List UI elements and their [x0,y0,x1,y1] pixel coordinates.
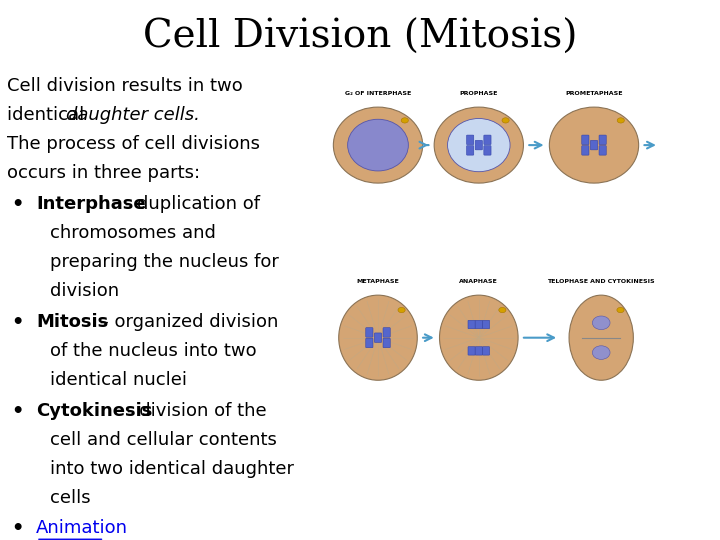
Text: preparing the nucleus for: preparing the nucleus for [50,253,279,271]
FancyBboxPatch shape [599,135,606,145]
FancyBboxPatch shape [475,140,482,150]
FancyBboxPatch shape [484,135,491,145]
Text: into two identical daughter: into two identical daughter [50,460,294,477]
Text: occurs in three parts:: occurs in three parts: [7,164,200,181]
FancyBboxPatch shape [383,338,390,348]
FancyBboxPatch shape [467,146,474,155]
Ellipse shape [338,295,418,380]
Text: PROMETAPHASE: PROMETAPHASE [565,91,623,96]
Text: Cytokinesis: Cytokinesis [36,402,153,420]
Text: chromosomes and: chromosomes and [50,224,216,242]
FancyBboxPatch shape [484,146,491,155]
Text: cell and cellular contents: cell and cellular contents [50,430,277,449]
Text: •: • [11,402,23,421]
Text: TELOPHASE AND CYTOKINESIS: TELOPHASE AND CYTOKINESIS [547,279,655,284]
Text: Interphase: Interphase [36,195,145,213]
FancyBboxPatch shape [482,347,490,355]
Text: •: • [11,195,23,214]
Ellipse shape [434,107,523,183]
Ellipse shape [439,295,518,380]
Text: Cell division results in two: Cell division results in two [7,77,243,94]
FancyBboxPatch shape [590,140,598,150]
FancyBboxPatch shape [475,347,482,355]
Text: G₂ OF INTERPHASE: G₂ OF INTERPHASE [345,91,411,96]
Ellipse shape [593,316,610,329]
Text: Animation: Animation [36,519,128,537]
FancyBboxPatch shape [582,146,589,155]
Ellipse shape [549,107,639,183]
Text: PROPHASE: PROPHASE [459,91,498,96]
Text: daughter cells.: daughter cells. [66,105,200,124]
FancyBboxPatch shape [582,135,589,145]
Text: – organized division: – organized division [94,313,279,331]
Ellipse shape [401,118,408,123]
Ellipse shape [593,346,610,360]
Ellipse shape [617,118,624,123]
Ellipse shape [448,118,510,172]
Text: - division of the: - division of the [127,402,266,420]
FancyBboxPatch shape [468,320,475,329]
Text: identical: identical [7,105,90,124]
FancyBboxPatch shape [366,328,373,337]
Text: identical nuclei: identical nuclei [50,371,187,389]
Text: The process of cell divisions: The process of cell divisions [7,134,260,153]
Text: ANAPHASE: ANAPHASE [459,279,498,284]
Text: •: • [11,519,23,538]
FancyBboxPatch shape [468,347,475,355]
Text: cells: cells [50,489,91,507]
Ellipse shape [569,295,634,380]
Text: METAPHASE: METAPHASE [356,279,400,284]
FancyBboxPatch shape [467,135,474,145]
Ellipse shape [398,307,405,313]
Ellipse shape [502,118,509,123]
FancyBboxPatch shape [599,146,606,155]
Text: •: • [11,313,23,332]
Text: division: division [50,282,120,300]
FancyBboxPatch shape [374,333,382,342]
FancyBboxPatch shape [482,320,490,329]
Ellipse shape [499,307,506,313]
Text: Mitosis: Mitosis [36,313,108,331]
Ellipse shape [348,119,408,171]
Text: Cell Division (Mitosis): Cell Division (Mitosis) [143,18,577,56]
FancyBboxPatch shape [383,328,390,337]
Text: - duplication of: - duplication of [119,195,260,213]
Ellipse shape [333,107,423,183]
Ellipse shape [617,307,624,313]
FancyBboxPatch shape [366,338,373,348]
FancyBboxPatch shape [475,320,482,329]
Text: of the nucleus into two: of the nucleus into two [50,342,257,360]
